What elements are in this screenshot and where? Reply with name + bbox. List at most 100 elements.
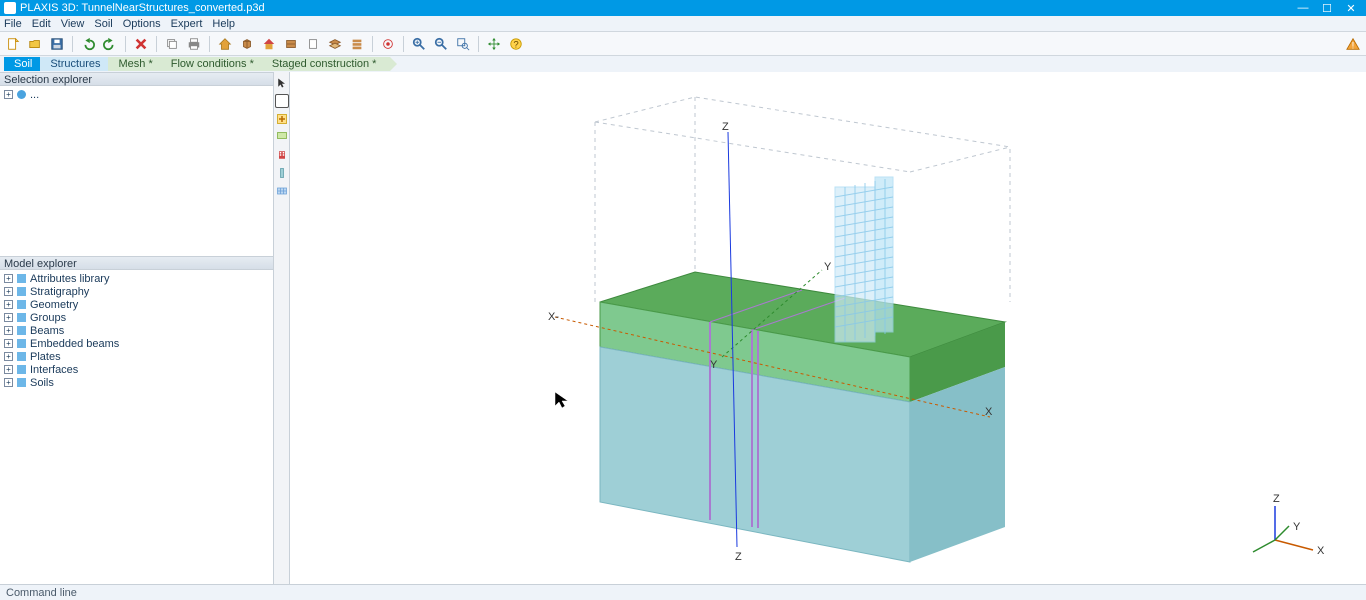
- zoom-out-icon[interactable]: [432, 35, 450, 53]
- save-file-icon[interactable]: [48, 35, 66, 53]
- expand-icon[interactable]: +: [4, 326, 13, 335]
- well-tool-icon[interactable]: [275, 166, 289, 180]
- stage-mesh[interactable]: Mesh *: [108, 57, 166, 71]
- tree-label: Beams: [30, 325, 64, 337]
- zoom-in-icon[interactable]: [410, 35, 428, 53]
- status-left: Command line: [6, 587, 77, 599]
- new-file-icon[interactable]: [4, 35, 22, 53]
- menu-edit[interactable]: Edit: [32, 18, 51, 30]
- node-icon: [17, 339, 26, 348]
- menu-expert[interactable]: Expert: [171, 18, 203, 30]
- stage-staged[interactable]: Staged construction *: [262, 57, 391, 71]
- layers-icon[interactable]: [326, 35, 344, 53]
- selection-explorer-header: Selection explorer: [0, 72, 273, 86]
- menu-view[interactable]: View: [61, 18, 85, 30]
- box-icon[interactable]: [282, 35, 300, 53]
- axis-triad: X Y Z Y: [1253, 493, 1325, 557]
- close-button[interactable]: ✕: [1344, 2, 1358, 15]
- svg-text:X: X: [1317, 545, 1325, 557]
- sheet-icon[interactable]: [304, 35, 322, 53]
- delete-icon[interactable]: [132, 35, 150, 53]
- node-icon: [17, 326, 26, 335]
- model-explorer-body[interactable]: +Attributes library+Stratigraphy+Geometr…: [0, 270, 273, 584]
- svg-text:!: !: [1352, 40, 1355, 51]
- selection-explorer-body[interactable]: + ...: [0, 86, 273, 256]
- home-icon[interactable]: [216, 35, 234, 53]
- node-icon: [17, 274, 26, 283]
- tree-label: Geometry: [30, 299, 78, 311]
- menu-options[interactable]: Options: [123, 18, 161, 30]
- node-icon: [17, 300, 26, 309]
- tree-row[interactable]: +Stratigraphy: [4, 285, 269, 298]
- expand-icon[interactable]: +: [4, 274, 13, 283]
- stage-structures[interactable]: Structures: [40, 57, 114, 71]
- warning-icon[interactable]: !: [1344, 35, 1362, 53]
- copy-icon[interactable]: [163, 35, 181, 53]
- tree-row[interactable]: + ...: [4, 88, 269, 101]
- axis-xneg-label: X-: [548, 311, 559, 323]
- tree-row[interactable]: + Interfaces: [4, 363, 269, 376]
- axis-ztop-label: Z: [722, 121, 729, 133]
- tree-row[interactable]: + Embedded beams: [4, 337, 269, 350]
- tree-label: Attributes library: [30, 273, 109, 285]
- expand-icon[interactable]: +: [4, 378, 13, 387]
- viewport-canvas[interactable]: X X- Y Y Z Z X Y Z Y: [290, 72, 1366, 584]
- grid-tool-icon[interactable]: [275, 184, 289, 198]
- tree-label: Interfaces: [30, 364, 78, 376]
- tree-label: Plates: [30, 351, 61, 363]
- undo-icon[interactable]: [79, 35, 97, 53]
- zoom-plus-tool-icon[interactable]: [275, 112, 289, 126]
- maximize-button[interactable]: ☐: [1320, 2, 1334, 15]
- node-icon: [17, 378, 26, 387]
- toolbar: ? !: [0, 32, 1366, 56]
- zoom-region-tool-icon[interactable]: [275, 130, 289, 144]
- target-icon[interactable]: [379, 35, 397, 53]
- menu-file[interactable]: File: [4, 18, 22, 30]
- print-icon[interactable]: [185, 35, 203, 53]
- svg-text:Y: Y: [1293, 521, 1301, 533]
- axis-zbot-label: Z: [735, 551, 742, 563]
- cube-icon[interactable]: [238, 35, 256, 53]
- help-icon[interactable]: ?: [507, 35, 525, 53]
- expand-icon[interactable]: +: [4, 287, 13, 296]
- tree-row[interactable]: + Plates: [4, 350, 269, 363]
- expand-icon[interactable]: +: [4, 300, 13, 309]
- stack-icon[interactable]: [348, 35, 366, 53]
- menu-soil[interactable]: Soil: [94, 18, 112, 30]
- expand-icon[interactable]: +: [4, 352, 13, 361]
- node-icon: [17, 352, 26, 361]
- minimize-button[interactable]: —: [1296, 2, 1310, 15]
- expand-icon[interactable]: +: [4, 90, 13, 99]
- expand-icon[interactable]: +: [4, 313, 13, 322]
- pointer-tool-icon[interactable]: [275, 76, 289, 90]
- expand-icon[interactable]: +: [4, 365, 13, 374]
- node-icon: [17, 365, 26, 374]
- open-file-icon[interactable]: [26, 35, 44, 53]
- tree-label: Embedded beams: [30, 338, 119, 350]
- struct-tool-icon[interactable]: [275, 148, 289, 162]
- svg-text:?: ?: [513, 39, 518, 50]
- stage-flow[interactable]: Flow conditions *: [161, 57, 268, 71]
- menu-help[interactable]: Help: [212, 18, 235, 30]
- house-icon[interactable]: [260, 35, 278, 53]
- tree-row[interactable]: + Attributes library: [4, 272, 269, 285]
- tree-row[interactable]: + Geometry: [4, 298, 269, 311]
- viewport-3d[interactable]: X X- Y Y Z Z X Y Z Y: [290, 72, 1366, 584]
- axis-y-origin-label: Y: [710, 359, 718, 371]
- left-column: Selection explorer + ... Model explorer …: [0, 72, 274, 584]
- tree-row[interactable]: + Soils: [4, 376, 269, 389]
- tree-row[interactable]: +Groups: [4, 311, 269, 324]
- move-icon[interactable]: [485, 35, 503, 53]
- title-bar: PLAXIS 3D: TunnelNearStructures_converte…: [0, 0, 1366, 16]
- model-explorer-header: Model explorer: [0, 256, 273, 270]
- workspace: Selection explorer + ... Model explorer …: [0, 72, 1366, 584]
- expand-icon[interactable]: +: [4, 339, 13, 348]
- tree-row[interactable]: + Beams: [4, 324, 269, 337]
- select-rect-tool-icon[interactable]: [275, 94, 289, 108]
- axis-y-label: Y: [824, 261, 832, 273]
- window-controls: — ☐ ✕: [1296, 2, 1362, 15]
- zoom-window-icon[interactable]: [454, 35, 472, 53]
- window-title: PLAXIS 3D: TunnelNearStructures_converte…: [20, 2, 265, 14]
- tree-label: Soils: [30, 377, 54, 389]
- redo-icon[interactable]: [101, 35, 119, 53]
